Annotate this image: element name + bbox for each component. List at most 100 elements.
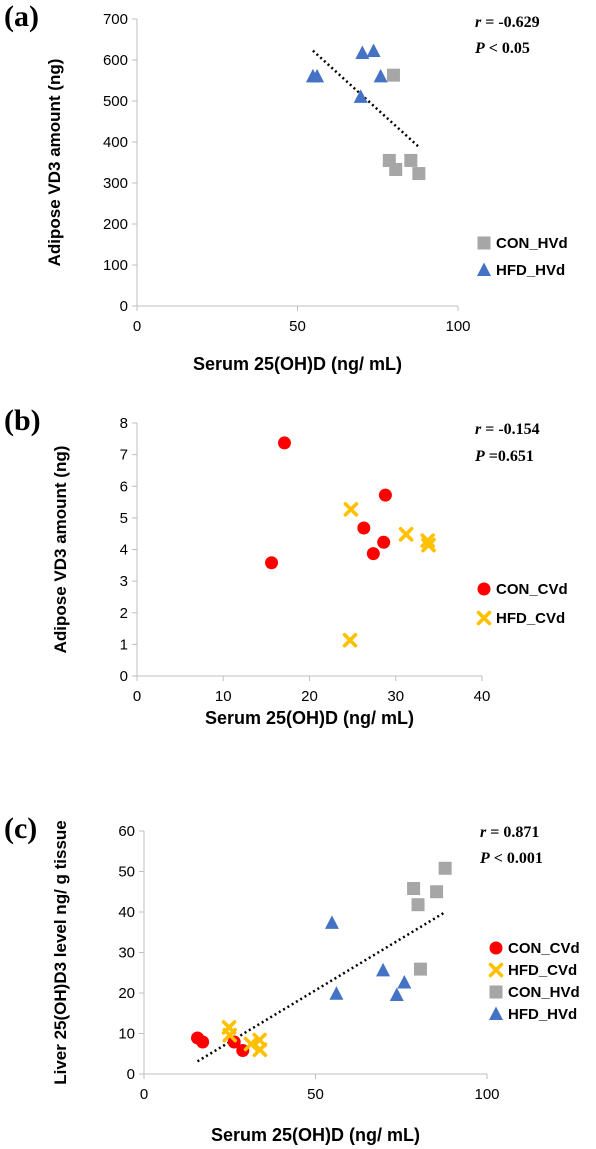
data-point bbox=[243, 1036, 259, 1052]
data-point bbox=[397, 974, 412, 989]
data-point bbox=[421, 537, 436, 553]
data-point bbox=[373, 68, 388, 83]
data-point bbox=[343, 502, 359, 517]
y-tick-label: 0 bbox=[127, 1066, 135, 1083]
data-point bbox=[412, 167, 426, 181]
y-tick-label: 2 bbox=[120, 605, 128, 622]
trendline bbox=[312, 49, 420, 148]
y-tick-label: 4 bbox=[120, 542, 128, 559]
series-CON_HVd bbox=[407, 861, 452, 976]
chart-panel-2: (b) 0 1 2 3 4 5 6 7 8 0 10 20 30 40 Serum 25(OH)D (ng/ … bbox=[4, 404, 568, 728]
y-tick-label: 1 bbox=[120, 636, 128, 653]
y-tick-label: 600 bbox=[103, 52, 128, 69]
data-point bbox=[265, 556, 279, 570]
y-tick-label: 5 bbox=[120, 510, 128, 527]
legend-entry-CON_HVd: CON_HVd bbox=[489, 984, 580, 1001]
y-tick-label: 10 bbox=[118, 1026, 135, 1043]
legend-marker bbox=[489, 941, 503, 955]
data-point bbox=[342, 632, 358, 648]
data-point bbox=[438, 861, 452, 875]
y-tick-label: 0 bbox=[120, 668, 128, 685]
y-tick-label: 3 bbox=[120, 573, 128, 590]
series-HFD_HVd bbox=[305, 43, 388, 103]
data-point bbox=[355, 45, 370, 60]
x-tick-label: 40 bbox=[474, 688, 491, 705]
x-tick-label: 30 bbox=[387, 688, 404, 705]
data-point bbox=[196, 1035, 210, 1049]
trendline bbox=[196, 911, 446, 1063]
data-point bbox=[252, 1042, 268, 1057]
legend-label: CON_CVd bbox=[496, 581, 568, 598]
y-tick-label: 6 bbox=[120, 478, 128, 495]
legend-marker bbox=[477, 262, 491, 276]
data-point bbox=[310, 68, 325, 83]
x-axis-title: Serum 25(OH)D (ng/ mL) bbox=[193, 354, 402, 374]
series-HFD_HVd bbox=[324, 915, 412, 1002]
y-axis-title: Liver 25(OH)D3 level ng/ g tissue bbox=[51, 820, 70, 1085]
data-point bbox=[357, 521, 371, 535]
y-tick-label: 500 bbox=[103, 93, 128, 110]
y-tick-label: 20 bbox=[118, 985, 135, 1002]
stat-r: r = 0.871 bbox=[480, 824, 539, 841]
x-tick-label: 50 bbox=[289, 318, 306, 335]
legend-label: HFD_CVd bbox=[508, 962, 577, 979]
data-point bbox=[324, 915, 339, 929]
y-tick-label: 700 bbox=[103, 11, 128, 28]
legend-marker bbox=[477, 236, 491, 250]
stat-r: r = -0.154 bbox=[475, 421, 540, 438]
data-point bbox=[398, 527, 414, 542]
legend-label: HFD_HVd bbox=[508, 1006, 577, 1023]
x-tick-label: 100 bbox=[445, 318, 470, 335]
data-point bbox=[378, 488, 392, 502]
legend-label: HFD_CVd bbox=[496, 610, 565, 627]
legend-entry-HFD_HVd: HFD_HVd bbox=[489, 1006, 577, 1023]
panel-label: (a) bbox=[4, 0, 39, 33]
y-tick-label: 400 bbox=[103, 134, 128, 151]
y-tick-label: 100 bbox=[103, 257, 128, 274]
x-axis-title: Serum 25(OH)D (ng/ mL) bbox=[211, 1125, 420, 1145]
series-HFD_CVd bbox=[221, 1020, 268, 1057]
data-point bbox=[366, 43, 381, 57]
panel-label: (c) bbox=[4, 812, 37, 845]
legend-label: CON_CVd bbox=[508, 940, 580, 957]
x-tick-label: 10 bbox=[215, 688, 232, 705]
x-tick-label: 50 bbox=[307, 1086, 324, 1103]
data-point bbox=[277, 436, 291, 450]
stat-p: P < 0.05 bbox=[474, 40, 530, 57]
chart-panel-1: (a) 0 100 200 300 400 500 600 700 0 50 100 Serum 25(… bbox=[4, 0, 568, 374]
legend-entry-HFD_CVd: HFD_CVd bbox=[488, 962, 577, 979]
data-point bbox=[404, 153, 418, 167]
legend-label: CON_HVd bbox=[508, 984, 580, 1001]
legend-entry-CON_CVd: CON_CVd bbox=[477, 581, 568, 598]
stat-p: P < 0.001 bbox=[479, 850, 543, 867]
x-tick-label: 100 bbox=[474, 1086, 499, 1103]
data-point bbox=[366, 547, 380, 561]
legend-entry-CON_HVd: CON_HVd bbox=[477, 235, 568, 252]
y-tick-label: 40 bbox=[118, 904, 135, 921]
data-point bbox=[389, 987, 404, 1002]
stat-p: P =0.651 bbox=[474, 448, 534, 465]
legend-entry-CON_CVd: CON_CVd bbox=[489, 940, 580, 957]
y-tick-label: 30 bbox=[118, 945, 135, 962]
x-tick-label: 0 bbox=[133, 688, 141, 705]
legend-entry-HFD_CVd: HFD_CVd bbox=[476, 610, 565, 627]
legend-label: HFD_HVd bbox=[496, 262, 565, 279]
x-axis-title: Serum 25(OH)D (ng/ mL) bbox=[205, 708, 414, 728]
chart-panel-3: (c) 0 10 20 30 40 50 60 0 50 100 Serum 25(OH)D (ng/… bbox=[4, 812, 580, 1145]
legend-label: CON_HVd bbox=[496, 235, 568, 252]
legend-marker bbox=[476, 610, 492, 626]
stat-r: r = -0.629 bbox=[475, 14, 540, 31]
data-point bbox=[386, 68, 400, 82]
data-point bbox=[407, 882, 421, 896]
data-point bbox=[353, 89, 368, 103]
data-point bbox=[222, 1027, 238, 1043]
y-tick-label: 50 bbox=[118, 864, 135, 881]
x-tick-label: 0 bbox=[133, 318, 141, 335]
data-point bbox=[389, 162, 403, 176]
y-axis-title: Adipose VD3 amount (ng) bbox=[45, 59, 64, 267]
y-tick-label: 200 bbox=[103, 216, 128, 233]
y-tick-label: 7 bbox=[120, 447, 128, 464]
legend-marker bbox=[489, 985, 503, 999]
series-CON_CVd bbox=[265, 436, 392, 570]
